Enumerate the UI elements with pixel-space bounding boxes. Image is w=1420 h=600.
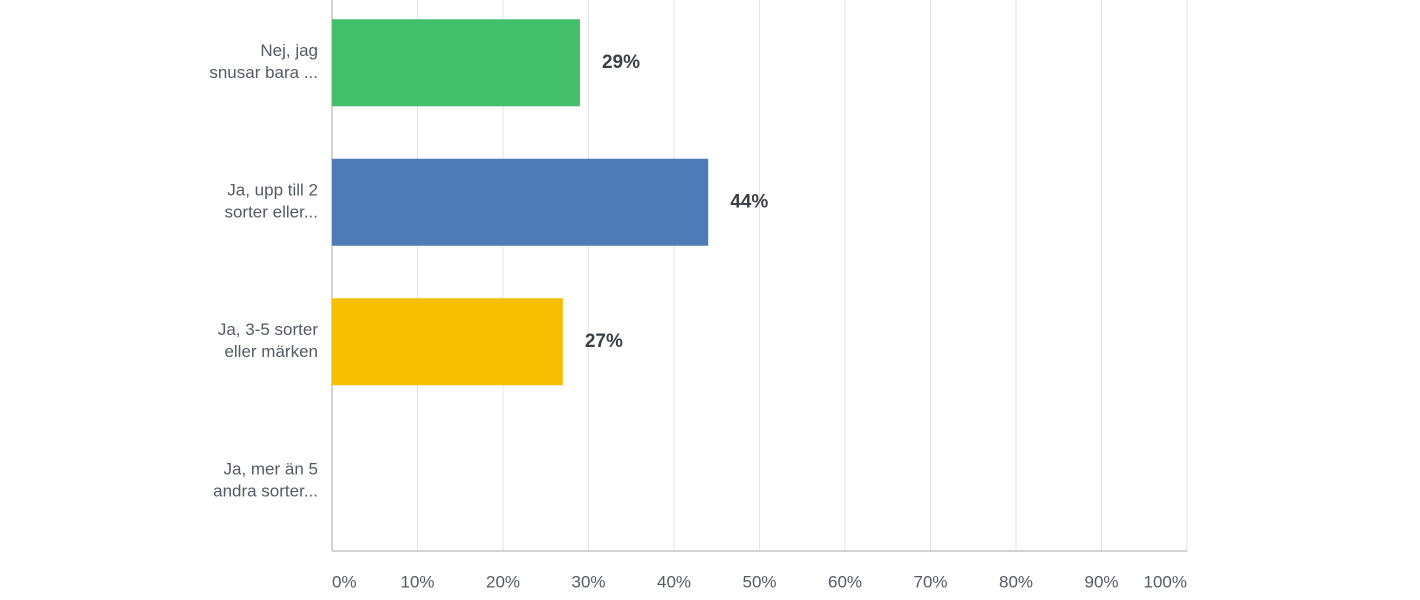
category-label: andra sorter... [213,482,318,501]
category-label: Ja, 3-5 sorter [218,320,318,339]
category-label: Ja, upp till 2 [227,181,318,200]
x-tick-label: 0% [332,572,357,591]
x-tick-label: 70% [913,572,947,591]
value-label: 27% [585,331,623,352]
x-tick-label: 90% [1084,572,1118,591]
x-tick-label: 80% [999,572,1033,591]
x-tick-label: 10% [400,572,434,591]
category-label: snusar bara ... [209,63,318,82]
value-label: 44% [730,191,768,212]
category-label: Nej, jag [260,41,318,60]
bar [332,19,580,107]
x-tick-label: 60% [828,572,862,591]
category-label: sorter eller... [224,203,318,222]
x-tick-label: 40% [657,572,691,591]
value-label: 29% [602,52,640,73]
bar [332,298,563,386]
category-label: eller märken [224,342,318,361]
x-tick-label: 50% [742,572,776,591]
x-tick-label: 20% [486,572,520,591]
x-tick-label: 100% [1144,572,1187,591]
bar [332,158,709,246]
x-tick-label: 30% [571,572,605,591]
category-label: Ja, mer än 5 [224,460,319,479]
